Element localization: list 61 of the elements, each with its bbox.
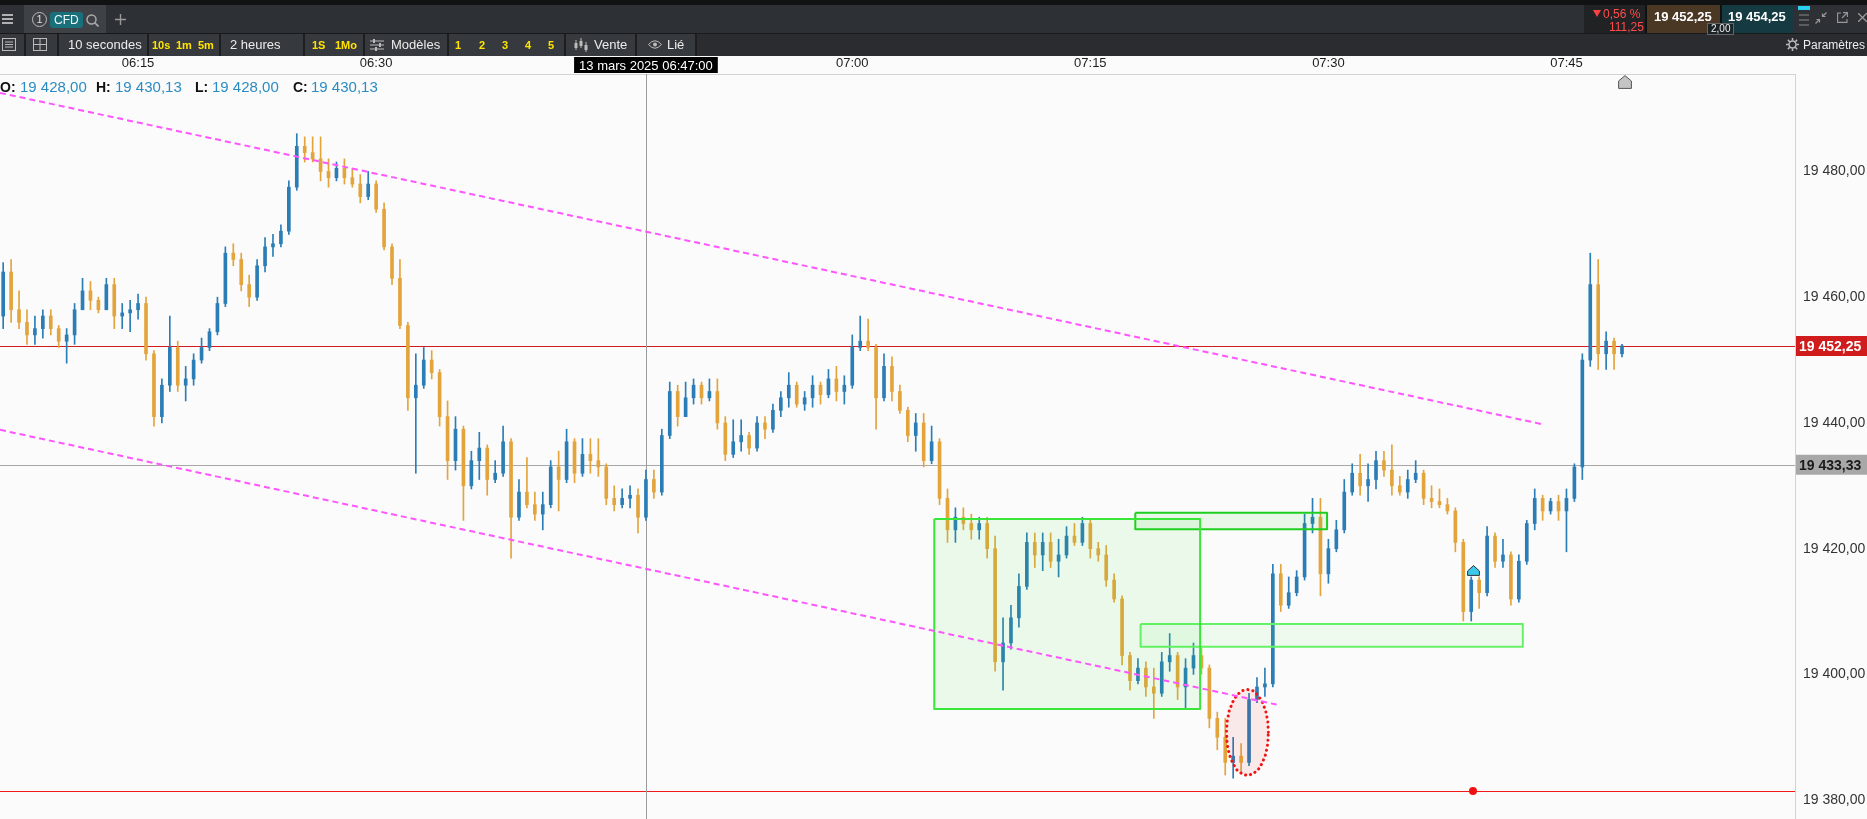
text: 5 [548, 39, 555, 51]
candlestick [1501, 538, 1505, 568]
y-tick-label: 19 440,00 [1803, 413, 1866, 430]
annotation: 19 428,00 [20, 78, 87, 95]
annotation: C: [293, 79, 308, 95]
annotation: O: [0, 79, 16, 95]
ref-line-label: 13 mars 2025 06:47:00 [579, 57, 713, 73]
candlestick [1167, 633, 1172, 672]
candlestick [858, 315, 863, 351]
text: 1 [32, 12, 47, 27]
annotation: 19 430,13 [311, 78, 378, 95]
x-tick-label: 07:45 [1550, 54, 1583, 70]
candlestick [866, 318, 870, 351]
x-tick-label: 07:30 [1312, 54, 1345, 70]
ref-line-label: 19 452,25 [1799, 337, 1862, 354]
text: Lié [667, 37, 685, 52]
annotation: H: [96, 79, 111, 95]
annotation: 19 430,13 [115, 78, 182, 95]
y-tick-label: 19 400,00 [1803, 665, 1866, 682]
y-tick-label: 19 480,00 [1803, 162, 1866, 179]
text: 2,00 [1707, 23, 1735, 35]
annotation: 19 428,00 [212, 78, 279, 95]
text: CFD [50, 12, 83, 28]
text: 111,25 [1609, 20, 1644, 34]
text: 2 heures [230, 37, 281, 52]
candlestick [183, 366, 188, 402]
candlestick [628, 485, 632, 509]
text: Paramètres [1803, 38, 1866, 52]
text: 1Mo [335, 39, 357, 51]
text: 2 [479, 39, 486, 51]
ref-line-label: 19 433,33 [1799, 456, 1862, 473]
text: 5m [198, 39, 214, 51]
candlestick [739, 419, 743, 452]
y-tick-label: 19 460,00 [1803, 288, 1866, 305]
annotation: L: [195, 79, 209, 95]
y-tick-label: 19 420,00 [1803, 539, 1866, 556]
text: 1S [312, 39, 326, 51]
text: 3 [502, 39, 509, 51]
text: Vente [594, 37, 628, 52]
text: 0,56 % [1603, 7, 1641, 21]
candlestick [1366, 463, 1370, 502]
text: 19 454,25 [1728, 9, 1786, 24]
x-tick-label: 07:15 [1074, 54, 1107, 70]
candlestick [413, 353, 418, 474]
x-tick-label: 06:15 [121, 54, 155, 70]
candlestick [1151, 667, 1156, 719]
candlestick [33, 315, 37, 345]
x-tick-label: 07:00 [835, 54, 869, 70]
text: 4 [525, 39, 532, 51]
candlestick [271, 233, 275, 257]
text: 1m [176, 39, 192, 51]
text: Modèles [391, 37, 441, 52]
candlestick [1231, 736, 1235, 779]
text: 10s [152, 39, 171, 51]
text: 1 [455, 39, 462, 51]
candlestick [1239, 743, 1243, 773]
text: 19 452,25 [1654, 9, 1712, 24]
candlestick [128, 300, 132, 333]
text: 10 secondes [68, 37, 142, 52]
y-tick-label: 19 380,00 [1803, 791, 1866, 807]
x-tick-label: 06:30 [359, 54, 393, 70]
